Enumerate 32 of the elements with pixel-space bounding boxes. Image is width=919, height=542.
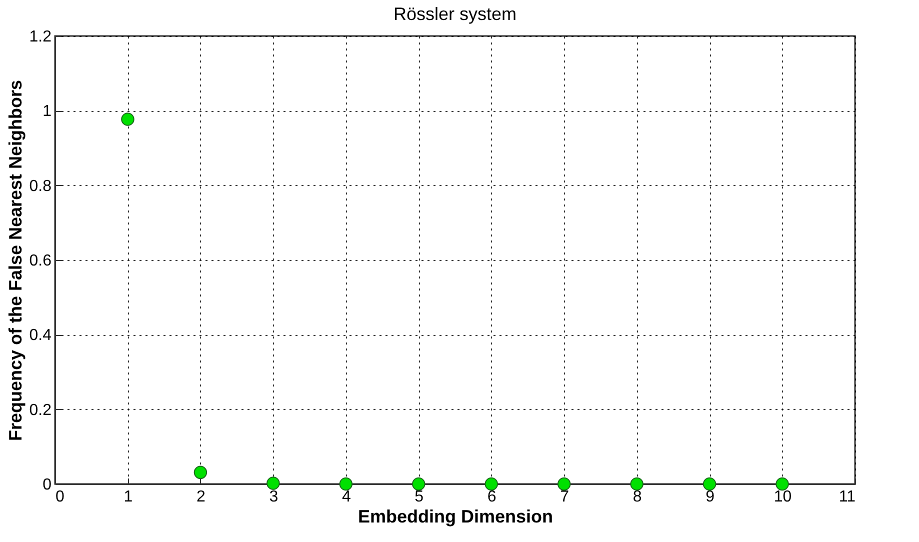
point: [339, 477, 353, 491]
y-tick-label: 0.4: [29, 327, 52, 344]
y-tick-label: 0.6: [29, 252, 52, 270]
x-tick-label: 9: [706, 488, 715, 506]
x-axis-title: Embedding Dimension: [358, 506, 554, 526]
point: [484, 477, 498, 491]
x-tick-label: 6: [487, 488, 496, 506]
y-tick-label: 1.2: [29, 28, 52, 46]
x-tick-label: 1: [124, 488, 133, 506]
point: [557, 477, 571, 491]
point: [776, 477, 789, 491]
y-tick-label: 0.2: [29, 402, 52, 419]
y-tick-label: 0: [42, 476, 52, 494]
x-tick-label: 7: [560, 488, 570, 506]
x-tick-label: 10: [774, 488, 792, 506]
point: [702, 477, 716, 491]
x-tick-label: 0: [56, 488, 64, 506]
x-tick-label: 3: [269, 488, 278, 506]
x-tick-label: 11: [838, 488, 856, 506]
x-tick-label: 2: [196, 488, 206, 506]
point: [630, 477, 644, 491]
point: [266, 476, 280, 490]
x-tick-label: 8: [632, 488, 642, 506]
y-tick-label: 1: [42, 103, 52, 120]
point: [412, 477, 426, 491]
chart-title: Rössler system: [393, 4, 517, 24]
point: [194, 466, 208, 480]
x-tick-label: 4: [342, 488, 351, 506]
y-tick-label: 0.8: [29, 178, 52, 195]
x-tick-label: 5: [414, 488, 424, 506]
point: [121, 112, 134, 126]
y-axis-title: Frequency of the False Nearest Neighbors: [5, 80, 26, 442]
